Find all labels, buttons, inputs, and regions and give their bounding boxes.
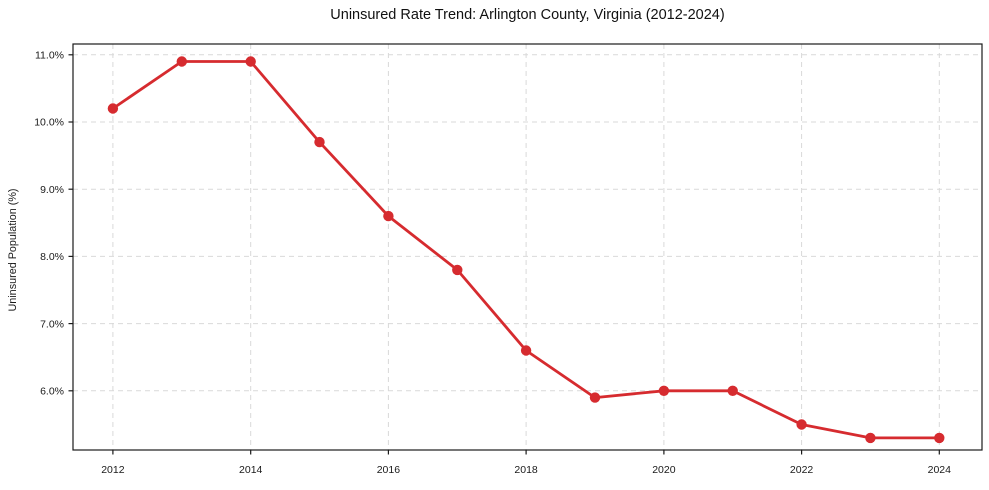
x-tick-label: 2022 [790, 464, 814, 476]
data-point-2024 [934, 432, 945, 444]
y-tick-label: 8.0% [40, 251, 64, 263]
data-point-2013 [176, 56, 187, 67]
x-tick-label: 2012 [101, 464, 125, 476]
plot-border [72, 43, 983, 451]
data-point-2020 [658, 385, 670, 396]
y-tick-label: 11.0% [35, 50, 64, 62]
data-point-2014 [245, 56, 256, 67]
data-point-2021 [727, 385, 738, 396]
data-point-2017 [452, 264, 463, 276]
x-tick-label: 2020 [652, 464, 676, 476]
chart-title: Uninsured Rate Trend: Arlington County, … [330, 7, 725, 23]
data-point-2023 [865, 432, 876, 444]
y-tick-label: 10.0% [34, 117, 64, 129]
y-tick-label: 7.0% [40, 318, 64, 330]
y-tick-label: 9.0% [40, 184, 64, 196]
data-point-2022 [796, 419, 807, 430]
data-point-2012 [107, 103, 119, 114]
x-tick-label: 2018 [514, 464, 538, 476]
data-point-2018 [520, 345, 532, 356]
y-tick-label: 6.0% [40, 386, 64, 398]
x-tick-label: 2024 [928, 464, 952, 476]
data-point-2016 [383, 210, 394, 222]
x-tick-label: 2014 [239, 464, 263, 476]
data-point-2015 [314, 136, 325, 148]
x-tick-label: 2016 [377, 464, 401, 476]
data-point-2019 [589, 392, 601, 403]
